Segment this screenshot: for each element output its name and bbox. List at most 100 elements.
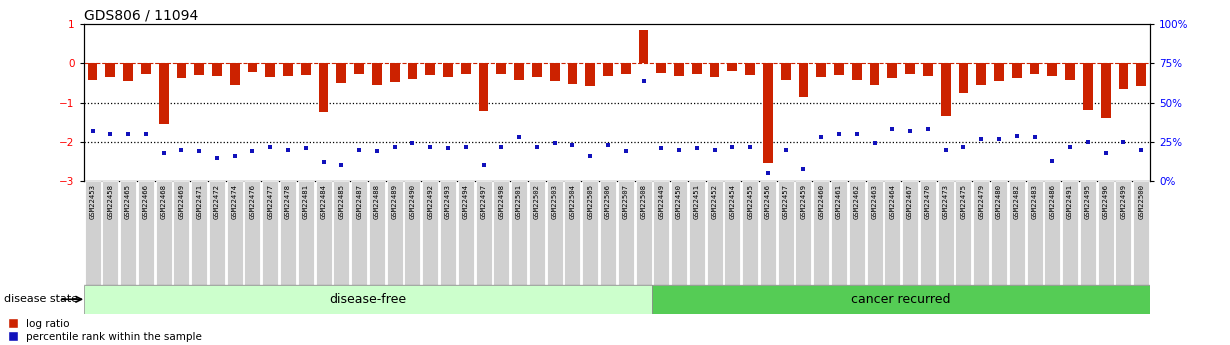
Point bbox=[616, 149, 636, 154]
FancyBboxPatch shape bbox=[867, 181, 883, 285]
Point bbox=[1113, 139, 1133, 145]
FancyBboxPatch shape bbox=[777, 181, 793, 285]
Point bbox=[526, 144, 546, 149]
Bar bbox=[1030, 63, 1039, 75]
Text: GSM22472: GSM22472 bbox=[214, 184, 220, 219]
FancyBboxPatch shape bbox=[742, 181, 758, 285]
Text: GSM22479: GSM22479 bbox=[978, 184, 984, 219]
Point bbox=[865, 141, 884, 146]
Point bbox=[598, 142, 617, 148]
Point bbox=[1132, 147, 1151, 152]
Text: GSM22478: GSM22478 bbox=[285, 184, 292, 219]
Point bbox=[509, 135, 529, 140]
FancyBboxPatch shape bbox=[796, 181, 812, 285]
Text: GSM22490: GSM22490 bbox=[410, 184, 416, 219]
Bar bbox=[1082, 63, 1092, 110]
Text: GSM22469: GSM22469 bbox=[178, 184, 184, 219]
Bar bbox=[497, 63, 507, 75]
Point bbox=[688, 145, 707, 151]
Point bbox=[385, 144, 405, 149]
FancyBboxPatch shape bbox=[529, 181, 545, 285]
Bar bbox=[652, 285, 1150, 314]
Bar bbox=[266, 63, 276, 77]
Point bbox=[278, 147, 298, 152]
Point bbox=[581, 153, 600, 159]
Text: GSM22496: GSM22496 bbox=[1102, 184, 1108, 219]
FancyBboxPatch shape bbox=[493, 181, 509, 285]
Text: disease-free: disease-free bbox=[330, 293, 407, 306]
Text: GSM22498: GSM22498 bbox=[498, 184, 504, 219]
FancyBboxPatch shape bbox=[476, 181, 492, 285]
Bar bbox=[194, 63, 204, 75]
Bar bbox=[994, 63, 1004, 81]
FancyBboxPatch shape bbox=[440, 181, 456, 285]
Bar bbox=[567, 63, 577, 84]
Text: GDS806 / 11094: GDS806 / 11094 bbox=[84, 9, 198, 23]
Point bbox=[242, 149, 262, 154]
Point bbox=[171, 147, 191, 152]
Point bbox=[758, 170, 777, 176]
Text: GSM22466: GSM22466 bbox=[143, 184, 149, 219]
Bar bbox=[84, 285, 652, 314]
Point bbox=[812, 135, 831, 140]
Bar bbox=[1012, 63, 1022, 78]
Bar bbox=[727, 63, 737, 71]
FancyBboxPatch shape bbox=[617, 181, 633, 285]
Text: cancer recurred: cancer recurred bbox=[851, 293, 951, 306]
FancyBboxPatch shape bbox=[458, 181, 474, 285]
FancyBboxPatch shape bbox=[689, 181, 705, 285]
FancyBboxPatch shape bbox=[831, 181, 847, 285]
Bar bbox=[1065, 63, 1075, 80]
Point bbox=[349, 147, 369, 152]
Text: GSM22454: GSM22454 bbox=[729, 184, 736, 219]
Bar bbox=[354, 63, 364, 75]
Text: GSM22502: GSM22502 bbox=[534, 184, 540, 219]
Text: GSM22508: GSM22508 bbox=[641, 184, 647, 219]
Point bbox=[207, 155, 226, 160]
Bar bbox=[745, 63, 755, 75]
FancyBboxPatch shape bbox=[138, 181, 154, 285]
Text: GSM22485: GSM22485 bbox=[338, 184, 344, 219]
FancyBboxPatch shape bbox=[121, 181, 137, 285]
Point bbox=[438, 145, 458, 151]
Bar bbox=[106, 63, 116, 77]
Text: GSM22492: GSM22492 bbox=[427, 184, 433, 219]
FancyBboxPatch shape bbox=[85, 181, 101, 285]
Text: GSM22461: GSM22461 bbox=[836, 184, 843, 219]
FancyBboxPatch shape bbox=[1009, 181, 1025, 285]
FancyBboxPatch shape bbox=[956, 181, 972, 285]
FancyBboxPatch shape bbox=[724, 181, 740, 285]
FancyBboxPatch shape bbox=[813, 181, 829, 285]
Text: disease state: disease state bbox=[4, 294, 77, 304]
Text: GSM22500: GSM22500 bbox=[1138, 184, 1144, 219]
Bar bbox=[159, 63, 169, 124]
Text: GSM22453: GSM22453 bbox=[90, 184, 96, 219]
Bar bbox=[443, 63, 453, 77]
Bar bbox=[941, 63, 951, 116]
Bar bbox=[301, 63, 311, 75]
Point bbox=[101, 131, 121, 137]
Point bbox=[633, 78, 653, 83]
FancyBboxPatch shape bbox=[1061, 181, 1077, 285]
Text: GSM22474: GSM22474 bbox=[231, 184, 237, 219]
Text: GSM22468: GSM22468 bbox=[161, 184, 166, 219]
Point bbox=[972, 136, 991, 141]
Text: GSM22487: GSM22487 bbox=[357, 184, 362, 219]
Point bbox=[953, 144, 973, 149]
Bar bbox=[1118, 63, 1128, 89]
Text: GSM22484: GSM22484 bbox=[321, 184, 327, 219]
FancyBboxPatch shape bbox=[973, 181, 989, 285]
Text: GSM22489: GSM22489 bbox=[391, 184, 397, 219]
Point bbox=[421, 144, 440, 149]
FancyBboxPatch shape bbox=[386, 181, 402, 285]
FancyBboxPatch shape bbox=[636, 181, 652, 285]
Bar bbox=[692, 63, 701, 75]
FancyBboxPatch shape bbox=[1133, 181, 1149, 285]
FancyBboxPatch shape bbox=[582, 181, 598, 285]
Text: GSM22450: GSM22450 bbox=[676, 184, 683, 219]
FancyBboxPatch shape bbox=[156, 181, 172, 285]
Text: GSM22499: GSM22499 bbox=[1121, 184, 1127, 219]
Text: GSM22462: GSM22462 bbox=[854, 184, 860, 219]
Bar bbox=[177, 63, 186, 78]
Bar bbox=[638, 30, 648, 63]
